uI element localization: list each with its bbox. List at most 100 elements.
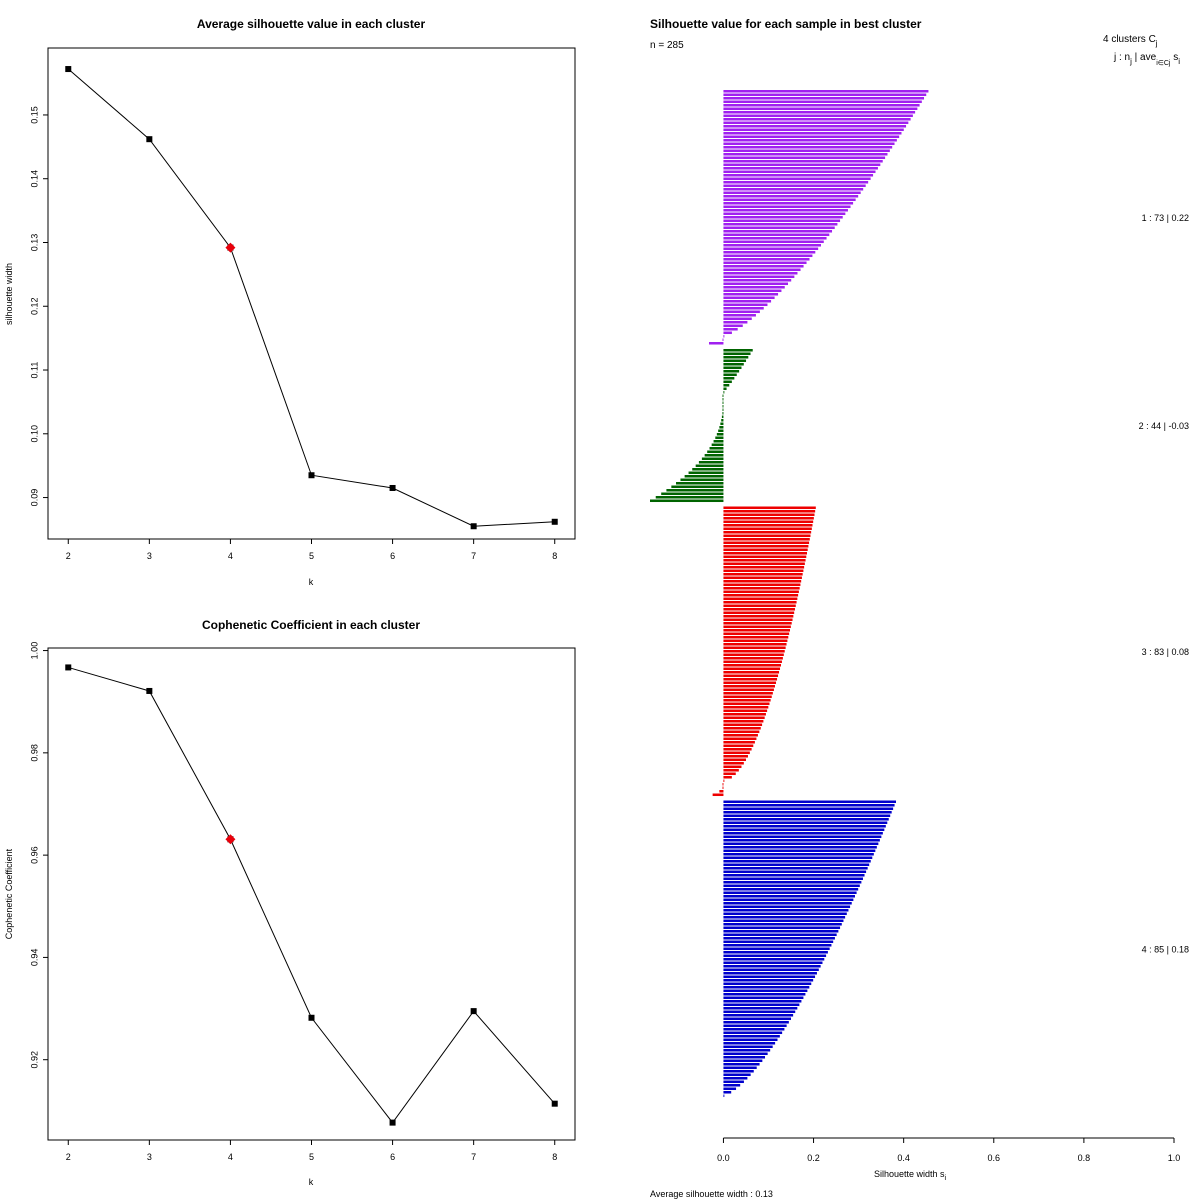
silhouette-bar-cluster-4: [723, 1042, 776, 1045]
silhouette-bar-cluster-1: [723, 254, 813, 258]
silhouette-bar-cluster-1: [723, 205, 851, 209]
silhouette-bar-cluster-2: [692, 468, 724, 471]
silhouette-bars: [650, 90, 929, 1098]
silhouette-bar-cluster-4: [723, 839, 880, 842]
silhouette-bar-cluster-1: [723, 314, 756, 317]
x-tick-label: 0.8: [1078, 1153, 1091, 1163]
silhouette-bar-cluster-4: [723, 891, 857, 895]
silhouette-bar-cluster-4: [723, 1073, 751, 1077]
y-tick-label: 0.15: [29, 106, 39, 124]
y-tick-label: 0.12: [29, 297, 39, 315]
silhouette-bar-cluster-4: [723, 1077, 748, 1080]
data-point: [470, 1008, 477, 1015]
silhouette-bar-cluster-3: [723, 538, 810, 541]
silhouette-bar-cluster-3: [723, 555, 807, 559]
silhouette-bar-cluster-1: [723, 317, 752, 321]
silhouette-bar-cluster-3: [723, 545, 809, 548]
average-silhouette-footer: Average silhouette width : 0.13: [650, 1189, 773, 1199]
silhouette-bar-cluster-3: [723, 548, 808, 552]
silhouette-bar-cluster-2: [723, 380, 732, 384]
silhouette-bar-cluster-1: [723, 324, 743, 328]
silhouette-bar-cluster-3: [723, 660, 782, 664]
x-tick-label: 1.0: [1168, 1153, 1181, 1163]
y-tick-label: 0.09: [29, 489, 39, 507]
silhouette-bar-cluster-1: [723, 139, 897, 142]
silhouette-bar-cluster-2: [721, 419, 724, 422]
silhouette-bar-cluster-2: [723, 384, 730, 387]
y-tick-label: 1.00: [29, 642, 39, 660]
silhouette-bar-cluster-1: [723, 163, 881, 167]
legend-header-line2: j : nj | avei∈Cj si: [1113, 52, 1180, 67]
silhouette-bar-cluster-1: [723, 191, 861, 195]
cophenetic-ylabel: Cophenetic Coefficient: [4, 848, 14, 939]
silhouette-bar-cluster-4: [723, 884, 860, 888]
silhouette-bar-cluster-3: [723, 762, 744, 765]
silhouette-bar-cluster-1: [723, 279, 792, 282]
silhouette-bar-cluster-4: [723, 1007, 798, 1010]
silhouette-bar-cluster-4: [723, 923, 842, 926]
silhouette-bar-cluster-2: [650, 499, 724, 503]
y-tick-label: 0.94: [29, 949, 39, 967]
silhouette-bar-cluster-4: [723, 930, 839, 933]
data-point: [146, 136, 153, 143]
silhouette-bar-cluster-3: [723, 517, 814, 520]
silhouette-bar-cluster-1: [723, 142, 895, 146]
silhouette-bar-cluster-2: [707, 450, 724, 454]
silhouette-bar-cluster-3: [723, 720, 764, 723]
silhouette-bar-cluster-4: [723, 1059, 763, 1063]
data-point: [470, 523, 477, 530]
silhouette-bar-cluster-4: [723, 846, 877, 849]
silhouette-bar-cluster-3: [723, 611, 795, 615]
silhouette-bar-cluster-1: [723, 90, 929, 93]
silhouette-bar-cluster-1: [723, 107, 918, 111]
silhouette-bar-cluster-3: [723, 692, 773, 695]
silhouette-bar-cluster-3: [723, 755, 748, 758]
silhouette-bar-cluster-3: [723, 667, 781, 671]
silhouette-bar-cluster-1: [723, 202, 854, 205]
silhouette-bar-cluster-3: [723, 695, 772, 699]
y-tick-label: 0.13: [29, 234, 39, 252]
silhouette-bar-cluster-1: [723, 167, 878, 170]
silhouette-bar-cluster-1: [723, 223, 838, 226]
silhouette-bar-cluster-1: [723, 293, 779, 296]
silhouette-bar-cluster-4: [723, 849, 876, 853]
silhouette-bar-cluster-2: [723, 349, 753, 352]
silhouette-bar-cluster-3: [723, 765, 742, 769]
silhouette-bar-cluster-3: [723, 622, 792, 625]
silhouette-bar-cluster-4: [723, 1087, 737, 1091]
silhouette-bar-cluster-2: [655, 496, 724, 499]
silhouette-bar-cluster-2: [722, 412, 724, 415]
silhouette-bar-cluster-4: [723, 961, 823, 965]
silhouette-bar-cluster-4: [723, 965, 821, 968]
data-point: [308, 1014, 315, 1021]
y-tick-label: 0.10: [29, 425, 39, 443]
silhouette-bar-cluster-3: [723, 601, 797, 604]
silhouette-bar-cluster-4: [723, 968, 819, 972]
silhouette-bar-cluster-1: [723, 296, 775, 300]
silhouette-bar-cluster-3: [723, 513, 815, 517]
x-tick-label: 0.6: [988, 1153, 1001, 1163]
silhouette-bar-cluster-3: [723, 776, 732, 779]
silhouette-bar-cluster-4: [723, 919, 844, 923]
silhouette-bar-cluster-3: [719, 790, 724, 793]
x-tick-label: 6: [390, 1152, 395, 1162]
silhouette-bar-cluster-4: [723, 1049, 771, 1052]
cophenetic-plot-frame: [47, 647, 576, 1141]
silhouette-bar-cluster-4: [723, 1014, 794, 1017]
silhouette-bar-cluster-4: [723, 1003, 800, 1007]
data-point: [65, 664, 72, 671]
silhouette-bar-cluster-3: [723, 688, 774, 692]
silhouette-bar-cluster-1: [723, 209, 848, 212]
silhouette-bar-cluster-4: [723, 835, 882, 839]
silhouette-bar-cluster-3: [723, 744, 754, 748]
silhouette-bar-cluster-3: [723, 552, 807, 555]
silhouette-bar-cluster-4: [723, 912, 847, 916]
y-tick-label: 0.98: [29, 744, 39, 762]
silhouette-plot-title: Silhouette value for each sample in best…: [650, 17, 922, 31]
x-tick-label: 4: [228, 1152, 233, 1162]
silhouette-bar-cluster-1: [723, 233, 830, 237]
silhouette-bar-cluster-2: [688, 471, 724, 475]
silhouette-bar-cluster-4: [723, 821, 888, 825]
silhouette-bar-cluster-3: [723, 573, 803, 576]
silhouette-bar-cluster-2: [698, 461, 724, 464]
